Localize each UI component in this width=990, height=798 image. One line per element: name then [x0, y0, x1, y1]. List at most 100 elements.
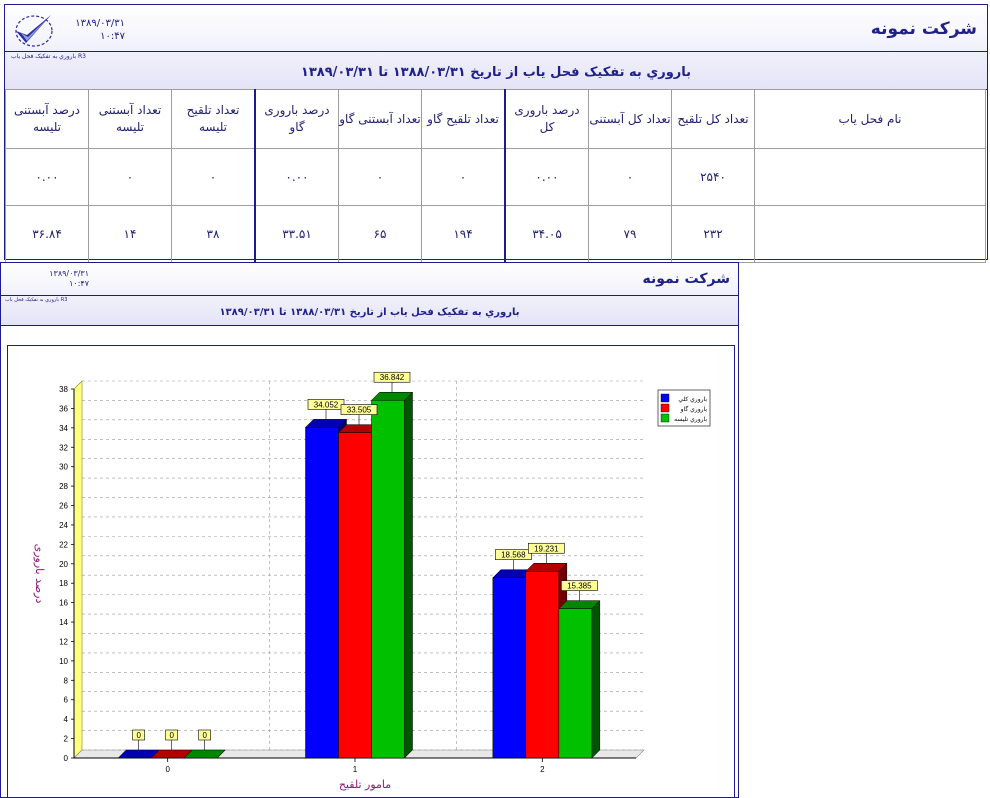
legend-label: باروري تليسه	[674, 416, 707, 423]
y-tick-label: 38	[59, 385, 68, 394]
bar-side	[591, 599, 601, 759]
col-cow-inseminations: تعداد تلقیح گاو	[421, 89, 506, 149]
table-header-row: نام فحل یاب تعداد کل تلقیح تعداد کل آبست…	[5, 89, 986, 149]
col-cow-pregnancies: تعداد آبستنی گاو	[338, 89, 422, 149]
report-date-block: ۱۳۸۹/۰۳/۳۱ ۱۰:۴۷	[75, 17, 125, 43]
col-heifer-pregnancy-pct: درصد آبستنی تلیسه	[5, 89, 89, 149]
table-cell: ۰	[338, 148, 422, 206]
bar	[338, 432, 372, 759]
chart-date-block: ۱۳۸۹/۰۳/۳۱ ۱۰:۴۷	[41, 269, 89, 289]
fertility-chart-report: شرکت نمونه ۱۳۸۹/۰۳/۳۱ ۱۰:۴۷ باروري به تف…	[0, 262, 739, 798]
report-header: شرکت نمونه ۱۳۸۹/۰۳/۳۱ ۱۰:۴۷ باروري به تف…	[5, 5, 987, 90]
table-cell: ۰	[588, 148, 672, 206]
y-tick-label: 6	[64, 696, 69, 705]
data-label-box	[373, 371, 411, 383]
table-cell: ۷۹	[588, 205, 672, 263]
table-cell: ۲۵۴۰	[671, 148, 755, 206]
y-tick-label: 30	[59, 463, 68, 472]
y-tick-label: 18	[59, 579, 68, 588]
col-detector-name: نام فحل یاب	[754, 89, 986, 149]
y-tick-label: 36	[59, 404, 68, 413]
x-tick-label: 2	[540, 765, 545, 774]
legend-swatch	[660, 413, 670, 423]
chart-company-name: شرکت نمونه	[642, 271, 730, 287]
table-cell: ۰	[171, 148, 256, 206]
chart-report-title: باروري به تفکيک فحل ياب از تاريخ ۱۳۸۸/۰۳…	[219, 307, 520, 318]
header-divider	[5, 51, 987, 52]
data-label: 33.505	[347, 406, 372, 415]
data-label: 18.568	[501, 551, 526, 560]
company-logo-icon	[15, 15, 53, 47]
y-tick-label: 0	[64, 754, 69, 763]
col-cow-fertility-pct: درصد باروری گاو	[254, 89, 339, 149]
table-cell: ۰.۰۰	[5, 148, 89, 206]
data-label-box	[198, 729, 211, 741]
table-row: ۲۵۴۰ ۰ ۰.۰۰ ۰ ۰ ۰.۰۰ ۰ ۰ ۰.۰۰	[5, 148, 986, 206]
data-label-box	[495, 549, 532, 560]
bar	[558, 608, 593, 759]
y-tick-label: 26	[59, 502, 68, 511]
data-label-box	[307, 399, 345, 410]
col-heifer-inseminations: تعداد تلقیح تلیسه	[171, 89, 256, 149]
y-tick-label: 12	[59, 637, 68, 646]
report-time: ۱۰:۴۷	[100, 31, 125, 42]
legend-swatch	[660, 403, 670, 413]
x-axis-title: مامور تلقیح	[339, 778, 391, 791]
y-tick-label: 14	[59, 618, 68, 627]
data-label-box	[132, 729, 145, 741]
x-tick-label: 1	[353, 765, 358, 774]
company-name: شرکت نمونه	[870, 19, 977, 39]
table-row: ۲۳۲ ۷۹ ۳۴.۰۵ ۱۹۴ ۶۵ ۳۳.۵۱ ۳۸ ۱۴ ۳۶.۸۴	[5, 205, 986, 263]
y-tick-label: 10	[59, 657, 68, 666]
table-cell: ۳۶.۸۴	[5, 205, 89, 263]
data-label: 0	[136, 731, 141, 740]
data-label: 15.385	[567, 582, 592, 591]
table-cell: ۰.۰۰	[504, 148, 589, 206]
table-cell: ۳۳.۵۱	[254, 205, 339, 263]
col-heifer-pregnancies: تعداد آبستنی تلیسه	[88, 89, 172, 149]
y-tick-label: 2	[64, 735, 69, 744]
data-label-box	[528, 542, 565, 554]
table-cell: ۰	[88, 148, 172, 206]
fertility-table-report: شرکت نمونه ۱۳۸۹/۰۳/۳۱ ۱۰:۴۷ باروري به تف…	[4, 4, 988, 263]
bar-side	[404, 391, 413, 759]
table-cell: ۶۵	[338, 205, 422, 263]
x-tick-label: 0	[165, 765, 170, 774]
y-tick-label: 8	[64, 676, 69, 685]
data-label: 34.052	[314, 400, 339, 409]
chart-side-wall	[73, 380, 83, 759]
legend-swatch	[660, 393, 670, 403]
table-cell: ۳۴.۰۵	[504, 205, 589, 263]
report-date: ۱۳۸۹/۰۳/۳۱	[75, 18, 125, 29]
legend-label: باروري کلي	[678, 396, 707, 403]
y-tick-label: 34	[59, 424, 68, 433]
table-cell: ۱۴	[88, 205, 172, 263]
table-cell	[754, 148, 986, 206]
report-code: باروري به تفکيک فحل ياب R3	[11, 53, 86, 60]
chart-report-date: ۱۳۸۹/۰۳/۳۱	[49, 269, 89, 278]
col-total-inseminations: تعداد کل تلقیح	[671, 89, 755, 149]
table-cell: ۳۸	[171, 205, 256, 263]
y-tick-label: 22	[59, 540, 68, 549]
table-cell: ۰	[421, 148, 506, 206]
chart-report-code: باروري به تفکيک فحل ياب R3	[5, 297, 68, 303]
y-tick-label: 28	[59, 482, 68, 491]
data-label-box	[165, 729, 178, 741]
data-label: 0	[202, 731, 207, 740]
data-label-box	[561, 580, 598, 591]
fertility-table: نام فحل یاب تعداد کل تلقیح تعداد کل آبست…	[5, 89, 986, 263]
data-label: 36.842	[380, 373, 405, 382]
table-cell	[754, 205, 986, 263]
report-title: باروري به تفکيک فحل ياب از تاريخ ۱۳۸۸/۰۳…	[300, 65, 692, 80]
col-total-pregnancies: تعداد کل آبستنی	[588, 89, 672, 149]
bar	[371, 399, 405, 759]
table-cell: ۲۳۲	[671, 205, 755, 263]
col-total-fertility-pct: درصد باروری کل	[504, 89, 589, 149]
y-tick-label: 20	[59, 560, 68, 569]
chart-frame: 0 2 4 6 8 10 12 14 16 18 20 22 24 26 28 30 32 34 36 38 0 1 2 0 0…	[7, 345, 735, 798]
chart-header-divider	[1, 295, 738, 296]
bar	[525, 571, 560, 759]
table-cell: ۰.۰۰	[254, 148, 339, 206]
y-tick-label: 32	[59, 443, 68, 452]
